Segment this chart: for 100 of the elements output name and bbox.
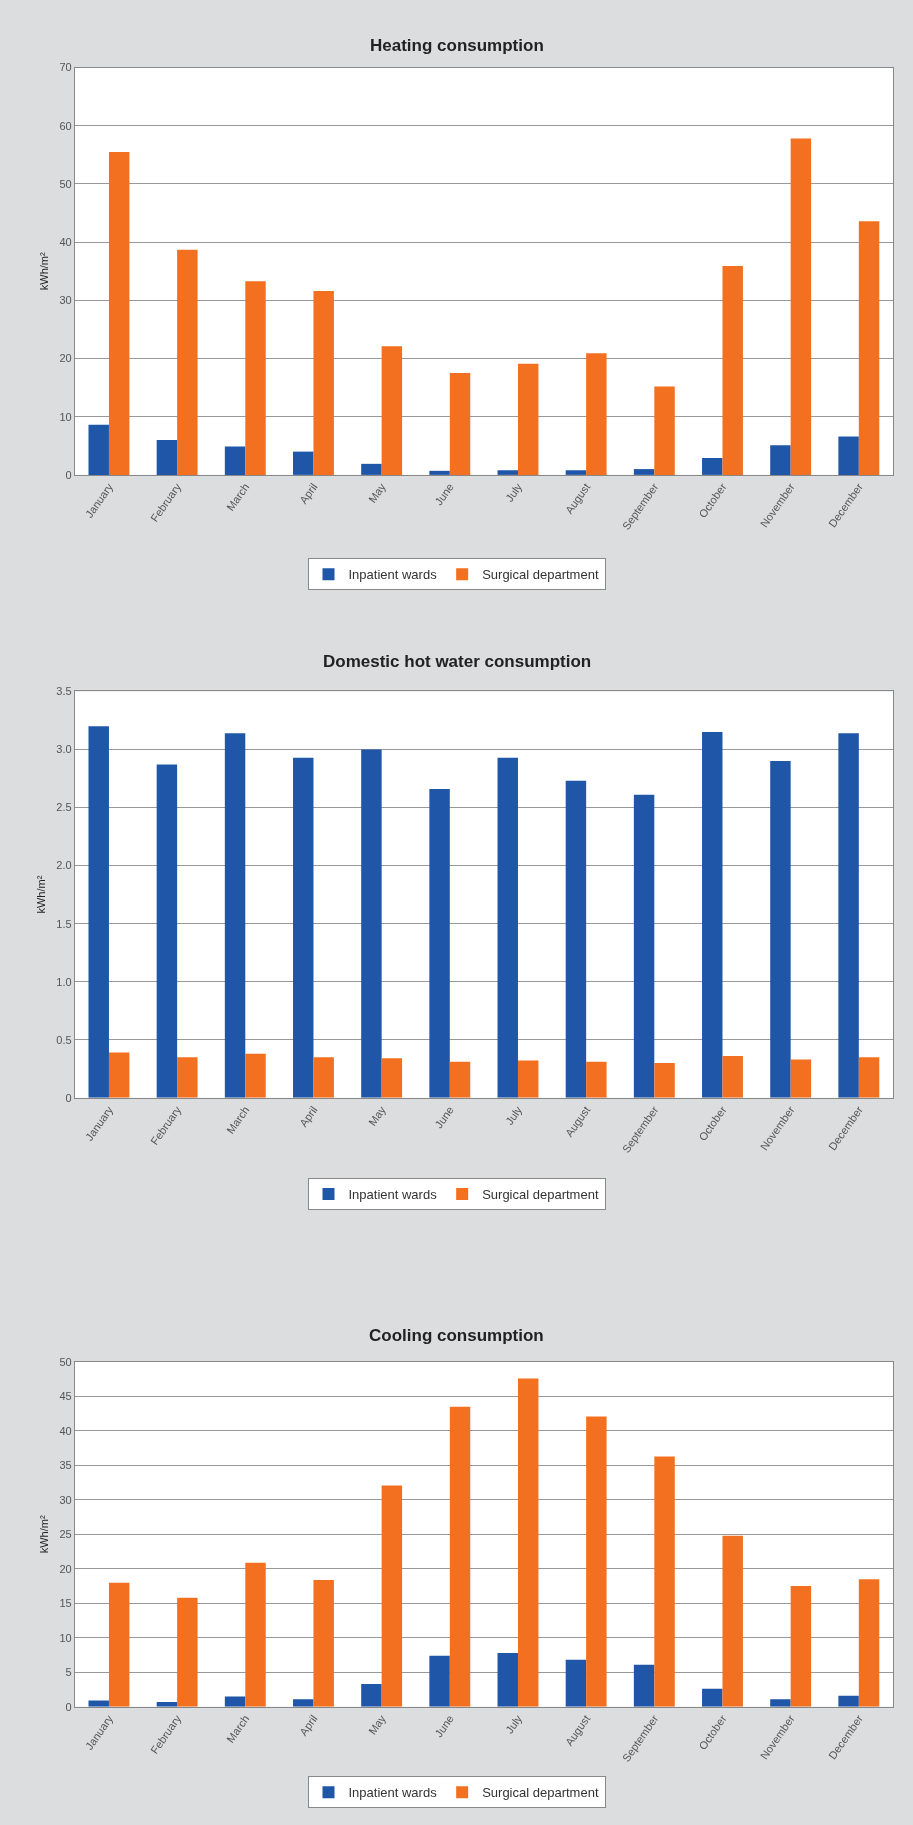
bar [517, 363, 539, 475]
y-tick-label: 0.5 [56, 1033, 72, 1046]
bar [381, 1485, 403, 1707]
bar [156, 439, 178, 475]
y-tick-label: 3.5 [56, 685, 72, 698]
y-tick-label: 25 [59, 1528, 72, 1541]
y-tick-label: 2.5 [56, 801, 72, 814]
bar [449, 1406, 471, 1707]
bar [429, 470, 450, 475]
bar [654, 1062, 675, 1098]
bar [702, 458, 723, 475]
bar [429, 1655, 450, 1707]
y-tick-label: 45 [59, 1390, 72, 1403]
bar [177, 249, 198, 475]
bar [586, 1416, 607, 1707]
y-tick-label: 40 [59, 236, 72, 248]
y-axis-title: kWh/m² [38, 1515, 51, 1554]
chart-title: Heating consumption [370, 36, 544, 55]
bar [770, 761, 791, 1098]
bar [702, 1688, 723, 1707]
bar [497, 1652, 518, 1707]
bar [565, 1659, 587, 1707]
bar [361, 463, 382, 475]
bar [790, 138, 812, 475]
bar [586, 353, 607, 475]
bar [633, 469, 655, 475]
bar [88, 424, 109, 475]
y-axis-title: kWh/m² [35, 875, 48, 914]
bar [381, 346, 403, 475]
bar [517, 1060, 539, 1098]
bar [177, 1597, 198, 1707]
bar [770, 445, 791, 475]
bar [654, 386, 675, 475]
bar [293, 451, 314, 475]
bar [108, 151, 130, 475]
y-tick-label: 35 [59, 1459, 72, 1472]
bar [293, 757, 314, 1098]
bar [497, 470, 518, 475]
bar [517, 1378, 539, 1707]
bar [293, 1699, 314, 1707]
y-axis-title: kWh/m² [38, 251, 51, 291]
bar [313, 291, 334, 475]
legend-label: Inpatient wards [348, 1187, 438, 1203]
bar [449, 373, 471, 475]
y-tick-label: 70 [59, 61, 72, 74]
bar [88, 726, 109, 1098]
bar [790, 1059, 812, 1098]
y-tick-label: 5 [65, 1666, 72, 1679]
bar [858, 1057, 880, 1098]
y-tick-label: 2.0 [56, 859, 72, 872]
legend-label: Surgical department [482, 1187, 599, 1203]
bar [224, 446, 246, 475]
bar [361, 1683, 382, 1707]
legend-label: Surgical department [482, 1785, 599, 1801]
bar [108, 1582, 130, 1707]
bar [381, 1058, 403, 1098]
y-tick-label: 0 [65, 1700, 72, 1713]
bar [497, 757, 518, 1098]
bar [245, 1562, 266, 1707]
y-tick-label: 40 [59, 1424, 72, 1437]
y-tick-label: 3.0 [56, 743, 72, 756]
bar [722, 1055, 743, 1098]
bar [654, 1456, 675, 1707]
bar [722, 266, 743, 475]
y-tick-label: 15 [59, 1597, 72, 1610]
legend-label: Inpatient wards [348, 1785, 438, 1801]
bar [449, 1061, 471, 1098]
bar [565, 780, 587, 1098]
legend-label: Inpatient wards [348, 567, 438, 583]
y-tick-label: 20 [59, 352, 72, 365]
bar [313, 1057, 334, 1098]
chart-title: Domestic hot water consumption [323, 652, 592, 671]
y-tick-label: 60 [59, 119, 72, 132]
bar [770, 1699, 791, 1707]
y-tick-label: 30 [59, 1493, 72, 1506]
bar [633, 794, 655, 1098]
bar [224, 1696, 246, 1707]
y-tick-label: 30 [59, 294, 72, 307]
bar [838, 436, 859, 475]
bar [313, 1579, 334, 1707]
bar [858, 1579, 880, 1707]
chart-title: Cooling consumption [369, 1326, 544, 1345]
bar [586, 1061, 607, 1098]
y-tick-label: 0 [65, 468, 72, 481]
y-tick-label: 50 [59, 1355, 72, 1368]
bar [790, 1586, 812, 1707]
bar [108, 1052, 130, 1098]
y-tick-label: 10 [59, 410, 72, 423]
bar [177, 1057, 198, 1098]
bar [722, 1535, 743, 1707]
y-tick-label: 20 [59, 1562, 72, 1575]
bar [429, 788, 450, 1098]
bar [838, 733, 859, 1098]
bar [245, 1053, 266, 1098]
y-tick-label: 0 [65, 1091, 72, 1104]
bar [224, 733, 246, 1098]
y-tick-label: 1.5 [56, 917, 72, 930]
bar [633, 1664, 655, 1707]
bar [565, 470, 587, 475]
y-tick-label: 50 [59, 177, 72, 190]
